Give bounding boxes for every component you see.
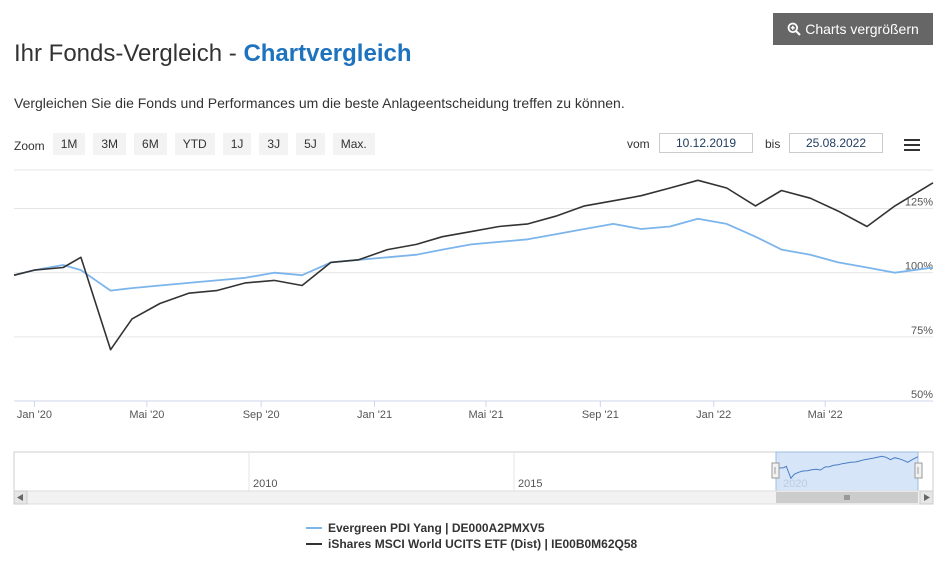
y-axis: 50%75%100%125%: [905, 197, 933, 402]
navigator-year-label: 2015: [518, 478, 542, 490]
zoom-max-button[interactable]: Max.: [332, 133, 375, 155]
hamburger-icon-bar: [904, 149, 920, 151]
intro-text: Vergleichen Sie die Fonds und Performanc…: [14, 95, 625, 111]
zoom-toolbar: Zoom 1M 3M 6M YTD 1J 3J 5J Max.: [14, 133, 383, 155]
navigator-series-line: [775, 455, 919, 480]
navigator[interactable]: 2010 2015 2020: [13, 451, 934, 492]
navigator-year-label: 2010: [253, 478, 277, 490]
hamburger-icon-bar: [904, 144, 920, 146]
enlarge-charts-label: Charts vergrößern: [805, 21, 919, 37]
legend-item-series-1[interactable]: Evergreen PDI Yang | DE000A2PMXV5: [306, 520, 637, 536]
x-tick-label: Jan '21: [357, 409, 392, 421]
chart-series: [13, 179, 934, 351]
legend-label: Evergreen PDI Yang | DE000A2PMXV5: [328, 521, 545, 535]
x-tick-label: Sep '20: [243, 409, 280, 421]
arrow-left-icon: [17, 494, 23, 501]
series-line-2[interactable]: [13, 179, 934, 351]
y-tick-label: 125%: [905, 197, 933, 209]
x-tick-label: Mai '20: [129, 409, 164, 421]
page-title-accent: Chartvergleich: [243, 40, 412, 67]
zoom-1j-button[interactable]: 1J: [222, 133, 252, 155]
page-title-main: Ihr Fonds-Vergleich -: [14, 40, 244, 67]
zoom-1m-button[interactable]: 1M: [52, 133, 86, 155]
x-tick-label: Sep '21: [582, 409, 619, 421]
page-title: Ihr Fonds-Vergleich - Chartvergleich: [14, 40, 412, 68]
zoom-3m-button[interactable]: 3M: [93, 133, 127, 155]
zoom-ytd-button[interactable]: YTD: [174, 133, 215, 155]
navigator-right-handle[interactable]: [914, 462, 923, 479]
zoom-in-icon: [787, 22, 801, 36]
chart-legend: Evergreen PDI Yang | DE000A2PMXV5 iShare…: [306, 520, 637, 552]
scrollbar[interactable]: [13, 490, 934, 505]
x-tick-label: Mai '22: [808, 409, 843, 421]
y-tick-label: 50%: [911, 389, 933, 401]
zoom-label: Zoom: [14, 139, 45, 153]
zoom-6m-button[interactable]: 6M: [134, 133, 167, 155]
y-tick-label: 75%: [911, 325, 933, 337]
zoom-5j-button[interactable]: 5J: [296, 133, 325, 155]
performance-chart: 50%75%100%125% Jan '20 Mai '20 Sep '20 Jan …: [13, 169, 934, 505]
navigator-left-handle[interactable]: [771, 462, 780, 479]
zoom-3j-button[interactable]: 3J: [259, 133, 289, 155]
x-tick-label: Mai '21: [468, 409, 503, 421]
chart-menu-button[interactable]: [898, 133, 926, 157]
to-label: bis: [765, 137, 781, 151]
legend-label: iShares MSCI World UCITS ETF (Dist) | IE…: [328, 537, 638, 551]
from-date-input[interactable]: [659, 133, 753, 153]
legend-swatch: [306, 527, 322, 529]
from-label: vom: [627, 137, 650, 151]
arrow-right-icon: [924, 494, 930, 501]
legend-item-series-2[interactable]: iShares MSCI World UCITS ETF (Dist) | IE…: [306, 536, 637, 552]
chart-grid: [14, 169, 933, 402]
enlarge-charts-button[interactable]: Charts vergrößern: [773, 13, 933, 45]
x-tick-label: Jan '20: [17, 409, 52, 421]
x-tick-label: Jan '22: [696, 409, 731, 421]
x-axis: Jan '20 Mai '20 Sep '20 Jan '21 Mai '21 Sep '…: [17, 401, 843, 421]
series-line-1[interactable]: [13, 217, 934, 292]
hamburger-icon-bar: [904, 139, 920, 141]
to-date-input[interactable]: [789, 133, 883, 153]
legend-swatch: [306, 543, 322, 545]
